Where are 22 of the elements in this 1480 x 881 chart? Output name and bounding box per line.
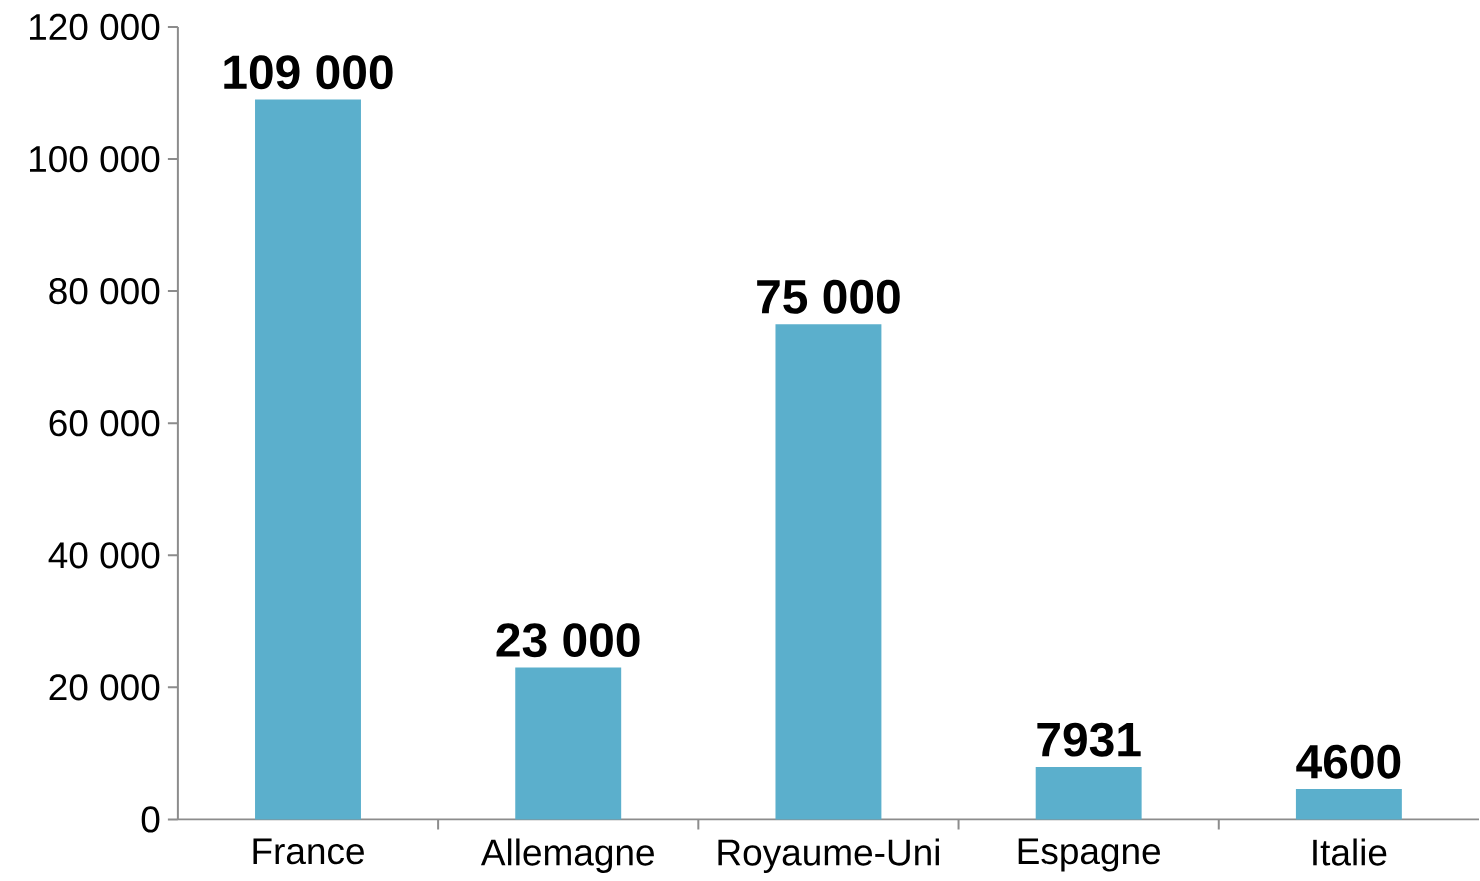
- y-tick-label: 40 000: [48, 541, 160, 569]
- bar: [1295, 788, 1402, 820]
- y-tick-label: 20 000: [49, 674, 160, 701]
- bar: [775, 323, 882, 820]
- x-tick-label: Espagne: [1018, 838, 1160, 872]
- x-tick-label: Royaume-Uni: [718, 838, 939, 873]
- bar: [1035, 766, 1142, 820]
- data-label: 109 000: [224, 55, 393, 90]
- data-label: 7931: [1037, 722, 1141, 757]
- x-tick-label: Allemagne: [480, 838, 654, 873]
- x-tick-label: Italie: [1313, 838, 1387, 866]
- y-tick-label: 100 000: [30, 145, 160, 172]
- data-label: 23 000: [496, 622, 640, 657]
- data-label: 75 000: [757, 279, 900, 314]
- y-tick-label: 0: [141, 806, 160, 833]
- x-tick-label: France: [253, 838, 364, 865]
- bar: [255, 99, 361, 820]
- y-tick-label: 120 000: [30, 13, 160, 40]
- bar: [515, 667, 622, 820]
- y-tick-label: 80 000: [49, 277, 160, 305]
- data-label: 4600: [1296, 744, 1401, 779]
- y-tick-label: 60 000: [49, 409, 160, 437]
